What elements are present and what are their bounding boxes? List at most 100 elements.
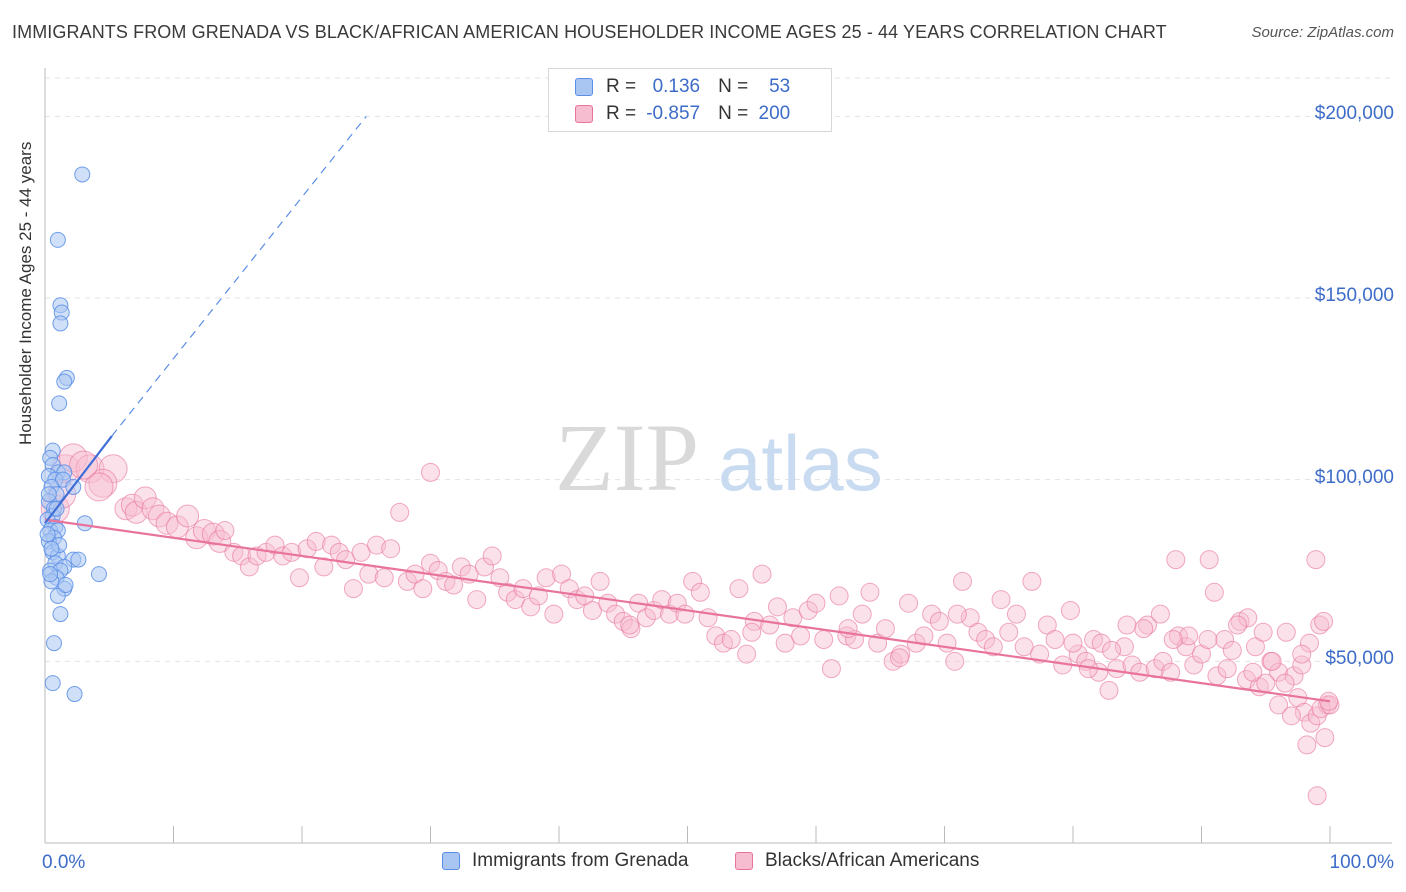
point-blacks-51: [444, 575, 464, 595]
point-blacks-73: [613, 611, 633, 631]
point-blacks-183: [1307, 786, 1327, 806]
point-blacks-113: [922, 604, 942, 624]
point-grenada-4: [52, 315, 69, 332]
point-blacks-87: [721, 630, 741, 650]
bottom-legend-swatch-grenada: [442, 852, 460, 870]
bottom-legend-blacks: Blacks/African Americans: [735, 850, 979, 872]
chart-source: Source: ZipAtlas.com: [1251, 24, 1394, 41]
watermark-zip: ZIP: [555, 404, 699, 511]
point-blacks-5: [98, 454, 128, 484]
point-grenada-37: [90, 566, 107, 583]
trend-lines: [44, 115, 1331, 703]
point-blacks-158: [1269, 662, 1289, 682]
point-blacks-81: [675, 604, 695, 624]
point-blacks-114: [929, 611, 949, 631]
point-blacks-45: [397, 571, 417, 591]
point-blacks-145: [1168, 626, 1188, 646]
trend-line-grenada: [44, 435, 113, 524]
point-blacks-88: [729, 579, 749, 599]
point-grenada-7: [51, 395, 68, 412]
point-blacks-38: [343, 579, 363, 599]
point-grenada-1: [49, 231, 66, 248]
point-blacks-151: [1215, 630, 1235, 650]
point-blacks-108: [883, 651, 903, 671]
point-grenada-51: [42, 566, 59, 583]
legend-n-label: N =: [718, 103, 749, 124]
point-blacks-72: [606, 604, 626, 624]
point-blacks-83: [690, 582, 710, 602]
point-blacks-42: [374, 568, 394, 588]
point-blacks-95: [783, 608, 803, 628]
point-blacks-188: [1292, 644, 1312, 664]
point-blacks-131: [1060, 600, 1080, 620]
point-blacks-194: [1134, 619, 1154, 639]
legend-r-value-blacks: -0.857: [646, 103, 701, 124]
point-blacks-48: [421, 553, 440, 573]
chart-title: IMMIGRANTS FROM GRENADA VS BLACK/AFRICAN…: [12, 22, 1167, 42]
legend-swatch-blacks: [575, 105, 593, 123]
point-blacks-154: [1238, 608, 1258, 628]
point-blacks-192: [1163, 630, 1183, 650]
point-grenada-41: [49, 587, 66, 604]
point-blacks-8: [69, 450, 99, 480]
point-blacks-116: [945, 651, 965, 671]
legend-r-value-grenada: 0.136: [652, 76, 701, 97]
point-blacks-40: [359, 564, 379, 584]
point-blacks-163: [1306, 550, 1326, 570]
point-blacks-34: [314, 557, 334, 577]
point-blacks-193: [1150, 604, 1170, 624]
point-blacks-100: [821, 659, 841, 679]
point-blacks-63: [536, 568, 556, 588]
x-tick-label-max: 100.0%: [1329, 852, 1394, 873]
point-blacks-182: [1297, 735, 1317, 755]
point-blacks-201: [620, 615, 640, 635]
point-blacks-129: [1045, 630, 1065, 650]
point-blacks-181: [1281, 706, 1301, 726]
point-grenada-32: [70, 551, 87, 568]
point-blacks-190: [1198, 630, 1218, 650]
trend-line-grenada-dashed: [111, 115, 367, 437]
point-blacks-135: [1091, 633, 1111, 653]
point-grenada-50: [43, 540, 60, 557]
point-blacks-179: [1256, 673, 1276, 693]
legend-r-label: R =: [606, 76, 637, 97]
point-blacks-55: [474, 557, 494, 577]
point-blacks-156: [1253, 622, 1273, 642]
point-grenada-48: [39, 526, 56, 543]
point-grenada-45: [66, 686, 83, 703]
point-blacks-161: [1292, 655, 1312, 675]
point-blacks-39: [351, 542, 371, 562]
point-blacks-92: [760, 615, 780, 635]
legend-n-label: N =: [718, 76, 749, 97]
point-blacks-98: [806, 593, 826, 613]
point-blacks-30: [282, 542, 302, 562]
point-blacks-126: [1022, 571, 1042, 591]
point-blacks-148: [1192, 644, 1211, 664]
point-blacks-13: [141, 497, 165, 521]
watermark: ZIP atlas: [555, 404, 883, 511]
x-tick-label-min: 0.0%: [42, 852, 86, 873]
point-blacks-31: [289, 568, 309, 588]
point-grenada-0: [74, 166, 91, 183]
point-blacks-54: [467, 590, 487, 610]
point-blacks-125: [1014, 637, 1034, 657]
point-blacks-22: [215, 521, 235, 541]
point-blacks-167: [1204, 582, 1224, 602]
point-blacks-132: [1068, 644, 1088, 664]
point-blacks-33: [306, 531, 326, 551]
point-blacks-175: [1301, 713, 1321, 733]
point-blacks-17: [176, 504, 200, 528]
point-blacks-152: [1222, 640, 1242, 660]
trend-line-blacks: [44, 518, 1331, 703]
point-blacks-47: [413, 579, 433, 599]
point-blacks-137: [1107, 659, 1127, 679]
bottom-legend-label-blacks: Blacks/African Americans: [765, 850, 980, 871]
y-tick-label-2: $150,000: [1314, 285, 1394, 306]
point-blacks-76: [636, 608, 656, 628]
point-blacks-35: [322, 535, 342, 555]
y-tick-label-1: $100,000: [1314, 466, 1394, 488]
point-grenada-43: [45, 635, 62, 652]
point-blacks-191: [1179, 626, 1199, 646]
point-blacks-177: [1315, 728, 1335, 748]
